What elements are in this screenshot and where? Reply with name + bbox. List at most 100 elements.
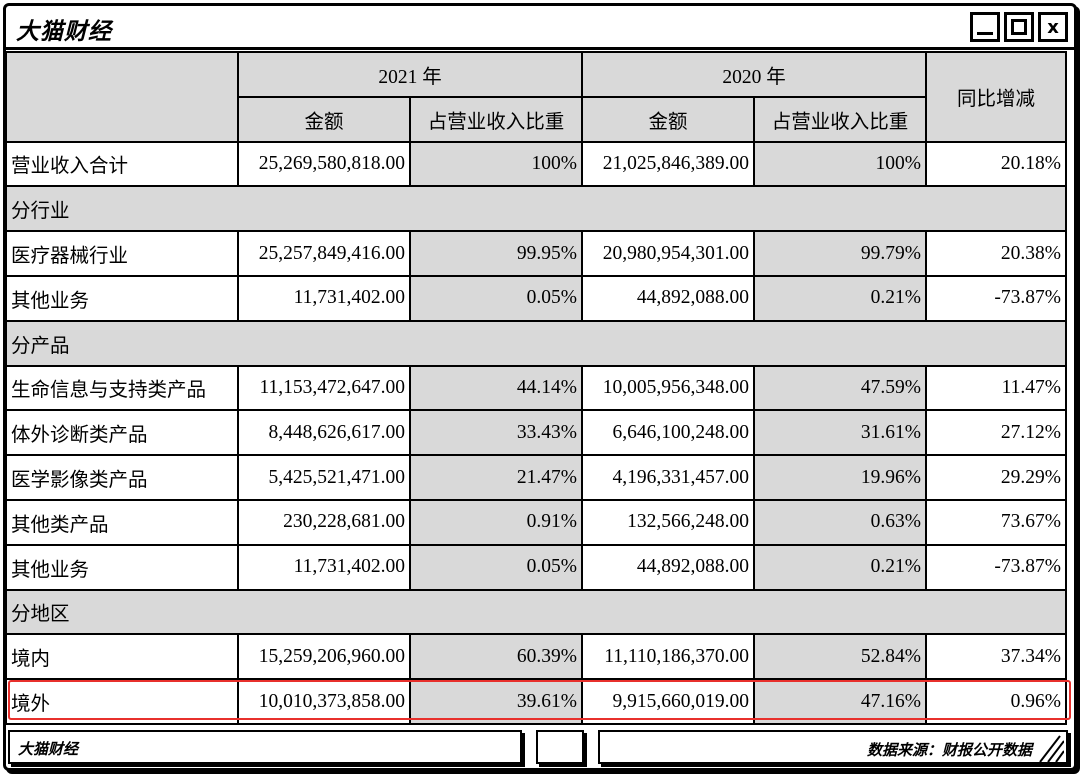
header-year-2021: 2021 年 <box>236 51 584 98</box>
yoy-cell: 20.18% <box>925 140 1068 188</box>
ratio-2021-cell: 60.39% <box>408 633 584 681</box>
header-yoy: 同比增减 <box>925 51 1068 143</box>
hatch-icon <box>1039 735 1064 762</box>
window-title: 大猫财经 <box>16 19 112 45</box>
table-row: 境内 15,259,206,960.00 60.39% 11,110,186,370.… <box>5 633 1068 681</box>
amount-2020-cell: 21,025,846,389.00 <box>581 140 756 188</box>
amount-2020-cell: 20,980,954,301.00 <box>581 230 756 277</box>
ratio-2021-cell: 44.14% <box>408 364 584 412</box>
yoy-cell: -73.87% <box>925 274 1068 322</box>
header-blank-cell <box>5 51 239 143</box>
yoy-cell: 11.47% <box>925 364 1068 412</box>
section-row: 分地区 <box>4 588 1068 636</box>
table-row: 其他类产品 230,228,681.00 0.91% 132,566,248.00 0.… <box>5 498 1068 546</box>
table-row: 生命信息与支持类产品 11,153,472,647.00 44.14% 10,005,… <box>5 364 1068 412</box>
yoy-cell: 0.96% <box>925 678 1068 725</box>
ratio-2021-cell: 99.95% <box>408 230 584 277</box>
ratio-2020-cell: 47.16% <box>753 678 928 725</box>
header-ratio-2020: 占营业收入比重 <box>753 95 928 143</box>
ratio-2020-cell: 0.21% <box>753 274 928 322</box>
amount-2020-cell: 44,892,088.00 <box>581 543 756 591</box>
amount-2020-cell: 132,566,248.00 <box>581 498 756 546</box>
ratio-2020-cell: 19.96% <box>753 454 928 501</box>
amount-2021-cell: 11,153,472,647.00 <box>237 364 411 412</box>
revenue-table: 2021 年 2020 年 同比增减 金额 占营业收入比重 金额 占营业收入比重… <box>4 51 1068 725</box>
ratio-2020-cell: 52.84% <box>753 633 928 681</box>
footer-brand-box: 大猫财经 <box>8 730 522 764</box>
section-label: 分行业 <box>4 185 1068 233</box>
table-row: 营业收入合计 25,269,580,818.00 100% 21,025,846,38… <box>5 140 1068 188</box>
table-row: 医疗器械行业 25,257,849,416.00 99.95% 20,980,954,… <box>5 230 1068 277</box>
ratio-2020-cell: 31.61% <box>753 409 928 457</box>
table-row: 体外诊断类产品 8,448,626,617.00 33.43% 6,646,100,2… <box>5 409 1068 457</box>
footer-spacer-box <box>536 730 584 764</box>
table-row: 医学影像类产品 5,425,521,471.00 21.47% 4,196,331,4… <box>5 454 1068 501</box>
amount-2021-cell: 230,228,681.00 <box>237 498 411 546</box>
row-label: 其他类产品 <box>5 498 239 546</box>
ratio-2021-cell: 0.91% <box>408 498 584 546</box>
row-label: 医疗器械行业 <box>5 230 239 277</box>
row-label: 体外诊断类产品 <box>5 409 239 457</box>
row-label: 生命信息与支持类产品 <box>5 364 239 412</box>
ratio-2021-cell: 0.05% <box>408 543 584 591</box>
yoy-cell: 29.29% <box>925 454 1068 501</box>
maximize-button[interactable] <box>1004 12 1034 42</box>
yoy-cell: 73.67% <box>925 498 1068 546</box>
header-year-2020: 2020 年 <box>581 51 928 98</box>
table-row: 境外 10,010,373,858.00 39.61% 9,915,660,019.0… <box>5 678 1068 725</box>
amount-2020-cell: 4,196,331,457.00 <box>581 454 756 501</box>
minimize-icon <box>977 31 993 35</box>
amount-2020-cell: 11,110,186,370.00 <box>581 633 756 681</box>
title-bar: 大猫财经 x <box>6 6 1074 50</box>
section-row: 分行业 <box>4 185 1068 233</box>
amount-2021-cell: 10,010,373,858.00 <box>237 678 411 725</box>
ratio-2020-cell: 0.21% <box>753 543 928 591</box>
ratio-2021-cell: 0.05% <box>408 274 584 322</box>
amount-2021-cell: 11,731,402.00 <box>237 543 411 591</box>
row-label: 营业收入合计 <box>5 140 239 188</box>
amount-2021-cell: 15,259,206,960.00 <box>237 633 411 681</box>
ratio-2021-cell: 100% <box>408 140 584 188</box>
row-label: 医学影像类产品 <box>5 454 239 501</box>
amount-2021-cell: 25,257,849,416.00 <box>237 230 411 277</box>
yoy-cell: 20.38% <box>925 230 1068 277</box>
header-ratio-2021: 占营业收入比重 <box>408 95 584 143</box>
amount-2021-cell: 5,425,521,471.00 <box>237 454 411 501</box>
footer-brand: 大猫财经 <box>18 740 79 758</box>
yoy-cell: -73.87% <box>925 543 1068 591</box>
amount-2020-cell: 44,892,088.00 <box>581 274 756 322</box>
amount-2020-cell: 9,915,660,019.00 <box>581 678 756 725</box>
footer-source: 数据来源：财报公开数据 <box>866 741 1032 759</box>
row-label: 境内 <box>5 633 239 681</box>
ratio-2020-cell: 47.59% <box>753 364 928 412</box>
close-button[interactable]: x <box>1038 12 1068 42</box>
ratio-2021-cell: 33.43% <box>408 409 584 457</box>
amount-2020-cell: 10,005,956,348.00 <box>581 364 756 412</box>
table-row: 其他业务 11,731,402.00 0.05% 44,892,088.00 0.21%… <box>5 543 1068 591</box>
ratio-2021-cell: 21.47% <box>408 454 584 501</box>
amount-2020-cell: 6,646,100,248.00 <box>581 409 756 457</box>
footer-source-box: 数据来源：财报公开数据 <box>598 730 1068 764</box>
maximize-icon <box>1011 19 1027 35</box>
row-label: 其他业务 <box>5 274 239 322</box>
header-row-years: 2021 年 2020 年 同比增减 <box>5 51 1068 143</box>
header-amount-2021: 金额 <box>237 95 411 143</box>
section-label: 分地区 <box>4 588 1068 636</box>
amount-2021-cell: 8,448,626,617.00 <box>237 409 411 457</box>
amount-2021-cell: 11,731,402.00 <box>237 274 411 322</box>
row-label: 境外 <box>5 678 239 725</box>
amount-2021-cell: 25,269,580,818.00 <box>237 140 411 188</box>
row-label: 其他业务 <box>5 543 239 591</box>
window-controls: x <box>970 12 1068 42</box>
header-row-subcols: 金额 占营业收入比重 金额 占营业收入比重 <box>6 95 1066 143</box>
yoy-cell: 27.12% <box>925 409 1068 457</box>
ratio-2020-cell: 99.79% <box>753 230 928 277</box>
ratio-2020-cell: 100% <box>753 140 928 188</box>
close-icon: x <box>1047 16 1059 38</box>
section-label: 分产品 <box>4 319 1068 367</box>
minimize-button[interactable] <box>970 12 1000 42</box>
section-row: 分产品 <box>4 319 1068 367</box>
header-amount-2020: 金额 <box>581 95 756 143</box>
ratio-2020-cell: 0.63% <box>753 498 928 546</box>
table-row: 其他业务 11,731,402.00 0.05% 44,892,088.00 0.21%… <box>5 274 1068 322</box>
